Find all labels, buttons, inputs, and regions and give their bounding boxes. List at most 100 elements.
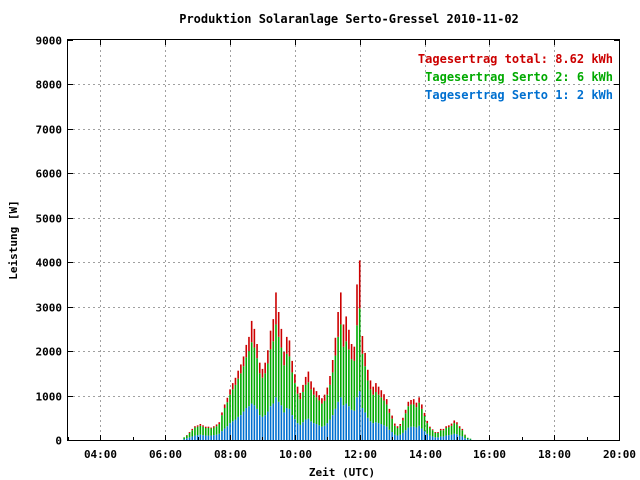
bar-segment (356, 397, 358, 440)
bar-segment (302, 384, 304, 392)
y-tick-label: 7000 (36, 124, 63, 137)
bar-segment (402, 417, 404, 421)
x-tick-label: 06:00 (149, 448, 182, 461)
bar-segment (196, 435, 199, 440)
bar-segment (294, 419, 296, 440)
bar-segment (307, 418, 310, 440)
bar-segment (456, 424, 458, 435)
bar-segment (261, 416, 264, 440)
bar-segment (258, 415, 261, 440)
bar-segment (399, 424, 402, 426)
bar-segment (242, 411, 245, 440)
bar-segment (350, 409, 353, 440)
bar-segment (285, 408, 288, 440)
bar-segment (280, 347, 283, 406)
bar-segment (215, 424, 218, 427)
bar-segment (394, 434, 396, 440)
bar-segment (210, 427, 212, 429)
bar-segment (199, 434, 202, 440)
bar-segment (323, 400, 326, 426)
bar-segment (291, 360, 293, 373)
bar-segment (258, 362, 261, 374)
bar-segment (261, 377, 264, 417)
bar-segment (391, 418, 393, 432)
bar-segment (375, 383, 377, 392)
bar-segment (188, 432, 191, 438)
bar-segment (334, 355, 337, 409)
bar-segment (388, 412, 391, 430)
bar-segment (237, 378, 239, 417)
bar-segment (294, 374, 296, 384)
bar-segment (194, 435, 196, 440)
bar-segment (310, 389, 312, 422)
bar-segment (296, 393, 299, 424)
bar-segment (318, 400, 320, 426)
bar-segment (315, 397, 318, 424)
bar-segment (340, 397, 342, 440)
bar-segment (456, 422, 458, 425)
bar-segment (404, 413, 407, 431)
bar-segment (429, 435, 431, 440)
bar-segment (191, 436, 194, 440)
bar-segment (442, 428, 445, 431)
bar-segment (431, 430, 434, 437)
bar-segment (312, 387, 315, 395)
bar-segment (450, 423, 453, 426)
bar-segment (234, 377, 237, 385)
bar-segment (385, 399, 388, 405)
x-tick-label: 12:00 (344, 448, 377, 461)
bar-segment (277, 336, 280, 402)
y-tick-label: 5000 (36, 213, 63, 226)
bar-segment (275, 292, 277, 325)
bar-segment (210, 435, 212, 440)
bar-segment (388, 408, 391, 413)
x-tick-label: 04:00 (84, 448, 117, 461)
bar-segment (369, 380, 372, 390)
bar-segment (439, 428, 442, 431)
bar-segment (361, 408, 364, 440)
y-tick-label: 2000 (36, 346, 63, 359)
bar-segment (469, 439, 472, 441)
bar-segment (375, 422, 377, 440)
bar-segment (423, 416, 426, 432)
bar-segment (337, 312, 339, 337)
bar-segment (456, 434, 458, 440)
x-axis-label: Zeit (UTC) (309, 466, 375, 479)
bar-segment (407, 401, 410, 407)
bar-segment (388, 429, 391, 440)
bar-segment (310, 421, 312, 440)
bar-segment (264, 415, 266, 440)
bar-segment (285, 336, 288, 354)
bar-segment (412, 399, 415, 405)
bar-segment (240, 415, 242, 440)
bar-segment (283, 352, 285, 366)
bar-segment (410, 426, 412, 440)
bar-segment (331, 415, 334, 440)
bar-segment (245, 344, 248, 358)
bar-segment (291, 415, 293, 440)
bar-segment (223, 408, 226, 429)
bar-segment (250, 342, 253, 404)
bar-segment (291, 372, 293, 416)
bar-segment (188, 437, 191, 440)
bar-segment (361, 353, 364, 408)
bar-segment (288, 408, 291, 440)
bar-segment (410, 400, 412, 405)
bar-segment (250, 403, 253, 440)
bar-segment (229, 394, 231, 424)
x-tick-label: 20:00 (603, 448, 636, 461)
bar-segment (221, 415, 223, 432)
bar-segment (267, 363, 269, 412)
bar-segment (364, 412, 366, 440)
bar-segment (285, 353, 288, 408)
bar-segment (445, 435, 447, 440)
bar-segment (218, 422, 221, 424)
legend-entry: Tagesertrag total: 8.62 kWh (418, 52, 613, 66)
bar-segment (221, 412, 223, 416)
bar-segment (448, 435, 450, 440)
y-tick-label: 3000 (36, 302, 63, 315)
bar-segment (429, 426, 431, 428)
bar-segment (448, 425, 450, 428)
bar-segment (383, 394, 385, 401)
bar-segment (267, 411, 269, 440)
